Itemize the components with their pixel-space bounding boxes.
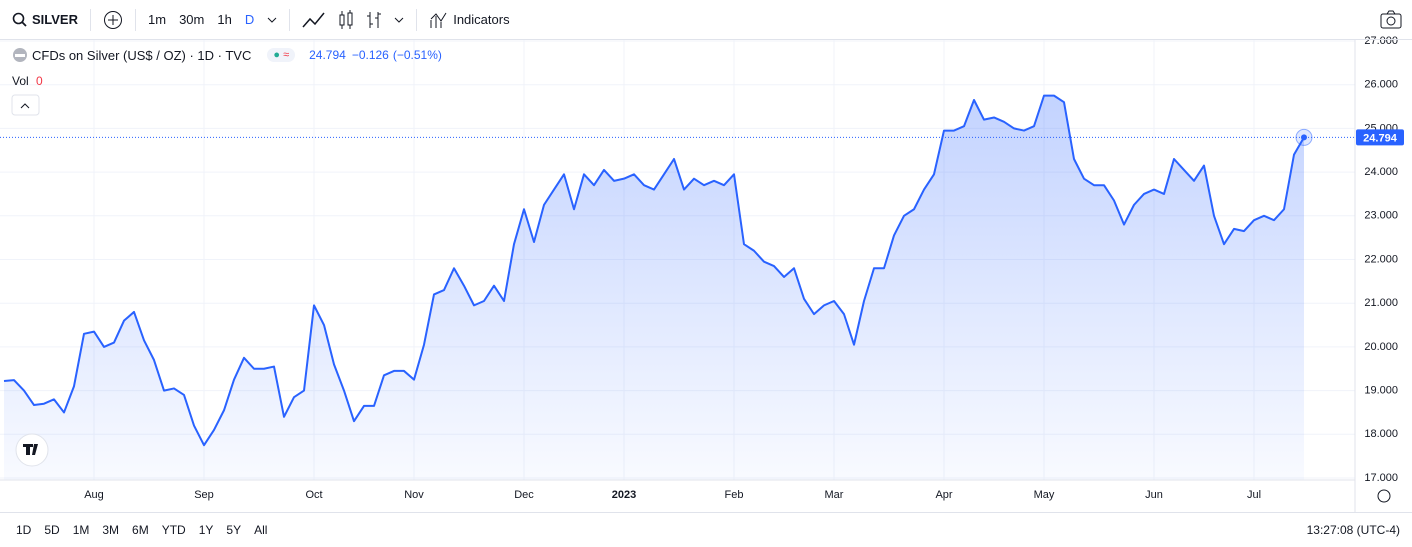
x-tick-label: Aug	[84, 489, 104, 501]
range[interactable]: 6M	[132, 523, 149, 537]
y-tick-label: 21.000	[1364, 297, 1398, 309]
x-tick-label: Jul	[1247, 489, 1261, 501]
range[interactable]: 5Y	[226, 523, 242, 537]
x-tick-label: May	[1034, 489, 1055, 501]
volume-value: 0	[36, 74, 43, 88]
indicators[interactable]: Indicators	[453, 12, 510, 27]
price-label-box	[1356, 129, 1404, 146]
price-label: 24.794	[1363, 132, 1398, 144]
y-tick-label: 18.000	[1364, 428, 1398, 440]
toolbar: SILVER 1m 30m 1h D Indicators	[0, 0, 1412, 40]
y-tick-label: 23.000	[1364, 210, 1398, 222]
x-tick-label: Nov	[404, 489, 424, 501]
y-tick-label: 24.000	[1364, 166, 1398, 178]
range[interactable]: 1Y	[198, 523, 214, 537]
x-tick-label: Feb	[725, 489, 744, 501]
dropdown[interactable]	[267, 15, 277, 25]
legend: CFDs on Silver (US$ / OZ) · 1D · TVC ● ≈…	[12, 47, 442, 63]
y-tick-label: 20.000	[1364, 341, 1398, 353]
logo	[23, 444, 38, 455]
x-tick-label: Oct	[305, 489, 322, 501]
interval[interactable]: 1m	[148, 12, 167, 27]
separator	[289, 8, 291, 31]
bars[interactable]	[366, 10, 382, 30]
separator	[416, 8, 418, 31]
y-tick-label: 22.000	[1364, 253, 1398, 265]
x-tick-label: Apr	[935, 489, 952, 501]
collapse-icon	[20, 103, 30, 109]
search-icon	[12, 12, 27, 27]
settings-icon[interactable]	[1377, 489, 1391, 503]
range[interactable]: 1D	[16, 523, 32, 537]
y-tick-label: 27.000	[1364, 35, 1398, 47]
plot: 17.000 18.000 19.000 20.000 21.000 22.000 23.0…	[0, 35, 1404, 501]
range[interactable]: All	[254, 523, 268, 537]
line	[3, 94, 1305, 447]
symbol[interactable]: SILVER	[32, 12, 78, 27]
y-tick-label: 19.000	[1364, 385, 1398, 397]
x-tick-label: Sep	[194, 489, 214, 501]
dropdown[interactable]	[394, 15, 404, 25]
status: ● ≈	[267, 48, 296, 62]
x-tick-label: 2023	[612, 489, 636, 501]
volume: Vol 0	[12, 74, 43, 88]
range[interactable]: 5D	[44, 523, 60, 537]
range-bar: 1D 5D 1M 3M 6M YTD 1Y 5Y All 13:27:08 (U…	[0, 512, 1412, 547]
last-point	[1301, 134, 1307, 141]
y-tick-label: 17.000	[1364, 472, 1398, 484]
interval[interactable]: 1h	[217, 12, 232, 27]
change: −0.126	[351, 48, 389, 62]
symbol-icon	[13, 48, 27, 62]
separator	[90, 8, 91, 31]
x-tick-label: Jun	[1145, 489, 1163, 501]
range[interactable]: 3M	[102, 523, 120, 537]
change-percent: (−0.51%)	[392, 48, 442, 62]
description: CFDs on Silver (US$ / OZ) · 1D · TVC	[32, 47, 252, 63]
indicators-icon	[430, 12, 447, 28]
range[interactable]: YTD	[161, 523, 186, 537]
snapshot[interactable]	[1380, 10, 1402, 30]
interval[interactable]: D	[244, 12, 255, 27]
candles[interactable]	[338, 9, 354, 30]
y-tick-label: 26.000	[1364, 79, 1398, 91]
volume-label: Vol	[12, 74, 29, 88]
add-symbol[interactable]	[103, 10, 123, 30]
last-price: 24.794	[309, 48, 346, 62]
range[interactable]: 1M	[72, 523, 90, 537]
chart-style[interactable]	[302, 11, 326, 29]
interval[interactable]: 30m	[179, 12, 205, 27]
clock: 13:27:08 (UTC-4)	[1306, 523, 1400, 537]
x-tick-label: Mar	[825, 489, 844, 501]
area	[4, 95, 1304, 480]
x-tick-label: Dec	[514, 489, 534, 501]
logo	[15, 433, 49, 467]
separator	[135, 8, 136, 31]
